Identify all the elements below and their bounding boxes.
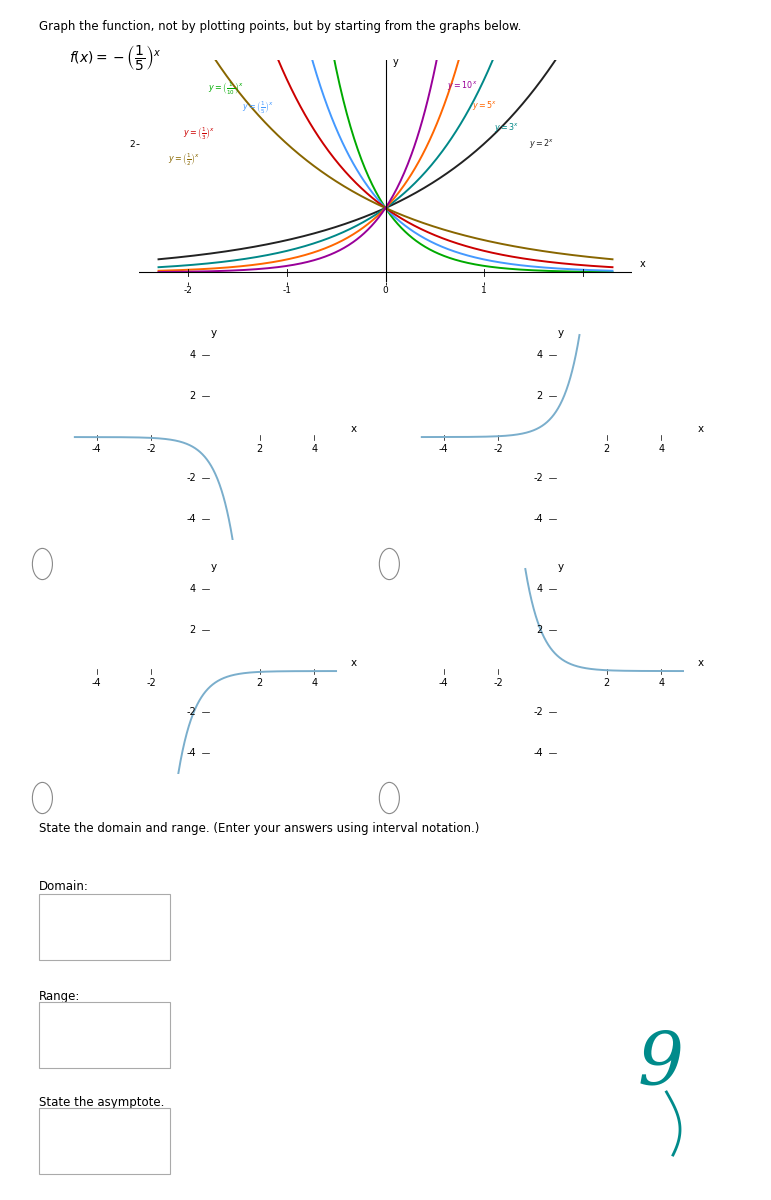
Text: -4: -4 [187, 515, 196, 524]
Text: x: x [698, 658, 704, 668]
Text: State the asymptote.: State the asymptote. [39, 1096, 164, 1109]
Text: -2: -2 [493, 444, 503, 455]
Text: x: x [698, 424, 704, 434]
Text: -2: -2 [186, 707, 196, 718]
Text: x: x [351, 424, 357, 434]
Text: Range:: Range: [39, 990, 80, 1003]
Text: 2: 2 [257, 444, 263, 455]
Text: -2: -2 [186, 473, 196, 484]
Text: Domain:: Domain: [39, 880, 89, 893]
Text: -4: -4 [92, 444, 102, 455]
Text: -2: -2 [146, 444, 156, 455]
Text: -4: -4 [92, 678, 102, 689]
Text: -4: -4 [534, 515, 543, 524]
Text: 4: 4 [658, 444, 665, 455]
Text: 4: 4 [537, 349, 543, 360]
Text: y: y [558, 562, 564, 572]
Text: 2: 2 [190, 625, 196, 635]
Text: -4: -4 [187, 749, 196, 758]
Text: $y=2^x$: $y=2^x$ [529, 137, 554, 150]
Text: 2: 2 [537, 625, 543, 635]
Text: -4: -4 [439, 678, 449, 689]
Text: 2: 2 [604, 444, 610, 455]
Text: -4: -4 [439, 444, 449, 455]
Text: 9: 9 [638, 1028, 684, 1099]
Text: -2: -2 [493, 678, 503, 689]
Text: -2: -2 [146, 678, 156, 689]
Text: $y=5^x$: $y=5^x$ [473, 98, 497, 112]
Text: $y=3^x$: $y=3^x$ [494, 121, 520, 134]
Text: y: y [211, 328, 217, 338]
Text: 2: 2 [604, 678, 610, 689]
Text: 4: 4 [190, 349, 196, 360]
Text: 2: 2 [190, 391, 196, 401]
Text: Graph the function, not by plotting points, but by starting from the graphs belo: Graph the function, not by plotting poin… [39, 20, 521, 34]
Text: $y=10^x$: $y=10^x$ [446, 79, 477, 92]
Text: State the domain and range. (Enter your answers using interval notation.): State the domain and range. (Enter your … [39, 822, 479, 835]
Text: -4: -4 [534, 749, 543, 758]
Text: $y=\left(\frac{1}{3}\right)^x$: $y=\left(\frac{1}{3}\right)^x$ [183, 126, 215, 142]
Text: $y=\left(\frac{1}{5}\right)^x$: $y=\left(\frac{1}{5}\right)^x$ [242, 100, 274, 116]
Text: 2: 2 [537, 391, 543, 401]
Text: $y=\left(\frac{1}{2}\right)^x$: $y=\left(\frac{1}{2}\right)^x$ [168, 151, 200, 168]
Text: $y=\left(\frac{1}{10}\right)^x$: $y=\left(\frac{1}{10}\right)^x$ [208, 80, 244, 97]
Text: 4: 4 [658, 678, 665, 689]
Text: -2: -2 [533, 473, 543, 484]
Text: x: x [351, 658, 357, 668]
Text: y: y [558, 328, 564, 338]
Text: 4: 4 [537, 583, 543, 594]
Text: y: y [392, 56, 398, 67]
Text: y: y [211, 562, 217, 572]
Text: $f(x) = -\left(\dfrac{1}{5}\right)^x$: $f(x) = -\left(\dfrac{1}{5}\right)^x$ [69, 43, 161, 72]
Text: -2: -2 [533, 707, 543, 718]
Text: 4: 4 [190, 583, 196, 594]
Text: 4: 4 [311, 678, 318, 689]
Text: 2: 2 [257, 678, 263, 689]
Text: 4: 4 [311, 444, 318, 455]
Text: x: x [640, 259, 646, 269]
